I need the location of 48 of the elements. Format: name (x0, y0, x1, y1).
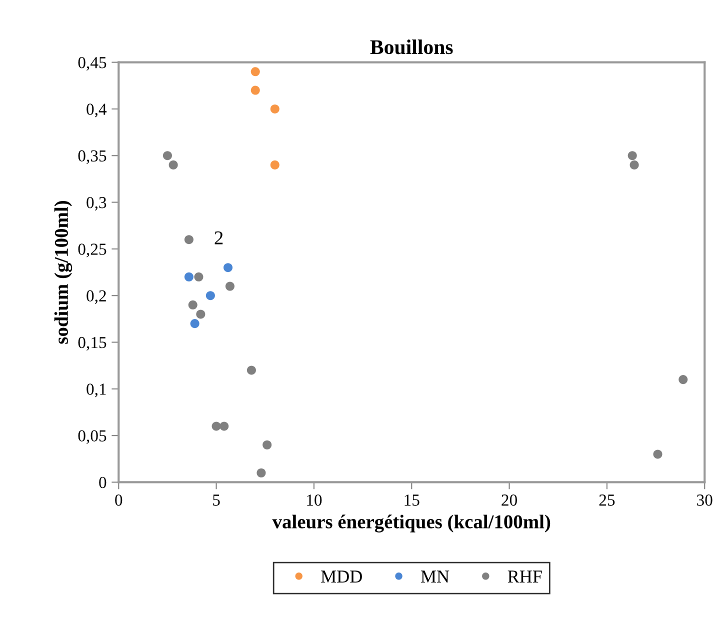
point (250, 86, 260, 95)
y-tick-label: 0,05 (78, 430, 106, 444)
y-tick-label: 0,1 (86, 384, 106, 398)
point (628, 151, 637, 160)
x-tick-label: 15 (404, 494, 420, 506)
point (168, 160, 178, 170)
point (196, 310, 206, 319)
y-tick-label: 0,15 (78, 336, 106, 351)
y-axis-title: sodium (g/100ml) (54, 200, 72, 344)
point (256, 468, 266, 478)
point (262, 440, 272, 450)
legend-label: MDD (321, 570, 362, 583)
point (630, 160, 639, 170)
x-tick-label: 10 (307, 494, 322, 506)
point (184, 235, 194, 244)
point (246, 366, 256, 375)
y-tick-label: 0 (99, 476, 106, 488)
y-tick-label: 0,35 (78, 150, 106, 164)
x-tick-label: 5 (213, 494, 220, 506)
y-tick-label: 0,4 (86, 104, 107, 118)
point (206, 291, 215, 300)
legend-label: MN (420, 570, 450, 582)
point (220, 422, 229, 431)
y-tick-label: 0,2 (86, 290, 106, 304)
point (184, 272, 194, 282)
y-tick-label: 0,3 (86, 196, 106, 211)
point (212, 422, 221, 431)
point (270, 160, 280, 170)
point (188, 300, 198, 310)
point (270, 104, 280, 114)
x-tick-label: 25 (599, 494, 615, 506)
x-axis-title: valeurs énergétiques (kcal/100ml) (272, 514, 550, 532)
point (162, 151, 172, 160)
x-tick-label: 0 (115, 494, 122, 506)
point (225, 282, 234, 291)
y-tick-label: 0,45 (78, 57, 106, 71)
chart-title: Bouillons (370, 40, 453, 54)
point (224, 263, 233, 272)
point (653, 450, 662, 459)
legend-label: RHF (508, 570, 542, 582)
x-tick-label: 30 (697, 494, 712, 506)
y-tick-label: 0,25 (78, 244, 106, 258)
point (194, 272, 204, 282)
x-tick-label: 20 (502, 494, 517, 506)
point (678, 375, 688, 384)
point (250, 67, 260, 76)
annotation: 2 (214, 231, 223, 244)
point (190, 319, 200, 328)
